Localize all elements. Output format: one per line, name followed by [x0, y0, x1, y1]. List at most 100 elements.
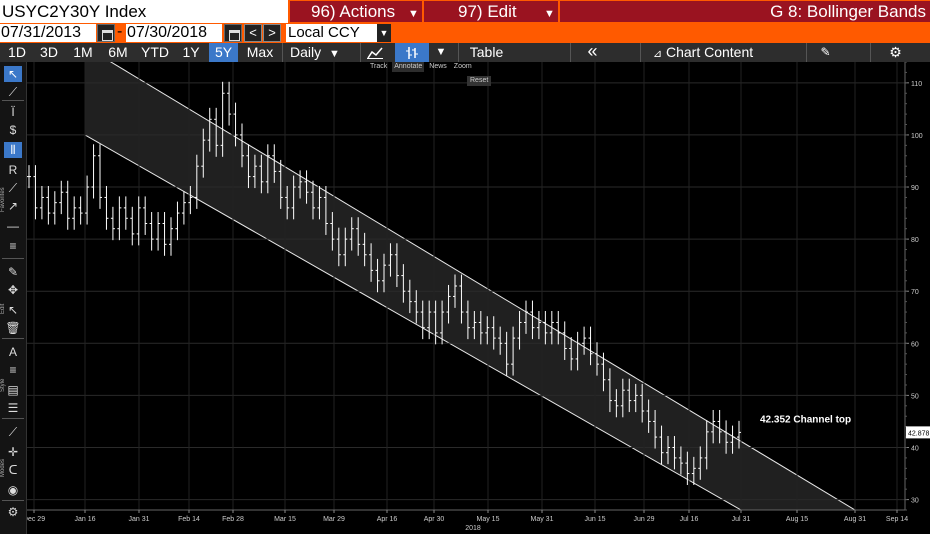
title-bar: USYC2Y30Y Index 96) Actions ▼ 97) Edit ▼…: [0, 0, 930, 23]
date-range-bar: 07/31/2013 - 07/30/2018 < > Local CCY ▼: [0, 23, 930, 43]
x-tick-label: Jul 16: [680, 516, 699, 523]
channel-bottom-line: [84, 134, 742, 511]
actions-dropdown-icon: ▼: [408, 8, 419, 20]
chart-toolbar: 1D 3D 1M 6M YTD 1Y 5Y Max Daily ▼ ▼ Tabl…: [0, 42, 930, 62]
y-tick-label: 100: [911, 133, 923, 140]
graph-title: G 8: Bollinger Bands: [560, 1, 930, 22]
ticker-field[interactable]: USYC2Y30Y Index: [0, 0, 288, 23]
news-menu-item[interactable]: News: [429, 63, 447, 70]
period-max-button[interactable]: Max: [246, 44, 274, 60]
chart-content-button[interactable]: ⊿ Chart Content: [640, 43, 765, 62]
prev-period-button[interactable]: <: [244, 24, 262, 42]
channel-top-line: [109, 62, 856, 511]
period-5y-button[interactable]: 5Y: [209, 43, 238, 62]
y-tick-label: 40: [911, 445, 919, 452]
period-3d-button[interactable]: 3D: [40, 44, 58, 60]
x-tick-label: Jan 31: [128, 516, 149, 523]
line-weight-icon[interactable]: ≡: [9, 363, 17, 377]
edit-chart-icon[interactable]: ✎: [806, 43, 844, 62]
period-1d-button[interactable]: 1D: [8, 44, 26, 60]
select-tool-icon[interactable]: ↖: [7, 303, 19, 317]
last-value-tag: [906, 426, 930, 439]
x-tick-label: May 31: [531, 516, 554, 523]
date-separator: -: [117, 23, 123, 40]
period-ytd-button[interactable]: YTD: [141, 44, 169, 60]
pointer-tool-icon[interactable]: ↖: [4, 66, 22, 82]
x-tick-label: Mar 29: [323, 516, 345, 523]
fibonacci-tool-icon[interactable]: Ϊ: [11, 105, 15, 119]
channel-tool-icon[interactable]: ⫴: [4, 142, 22, 158]
drawing-mode-icon[interactable]: ⟋: [8, 425, 18, 439]
x-tick-label: Aug 31: [844, 516, 866, 523]
line-style-icon[interactable]: ☰: [7, 401, 19, 415]
pen-tool-icon[interactable]: ✎: [7, 265, 19, 279]
frequency-label: Daily: [290, 44, 322, 60]
price-chart[interactable]: 110 100 90 80 70 60 50 40 30 42.878 Dec 29 Jan 16 Ja…: [27, 62, 930, 534]
frequency-select[interactable]: Daily ▼: [282, 43, 350, 62]
last-value-label: 42.878: [908, 430, 930, 437]
edit-menu-button[interactable]: 97) Edit ▼: [424, 1, 558, 22]
crosshair-mode-icon[interactable]: ✛: [7, 445, 19, 459]
line-tool-icon[interactable]: ⟋: [8, 85, 18, 99]
line-chart-icon[interactable]: [360, 43, 388, 62]
palette-settings-icon[interactable]: ⚙: [7, 505, 19, 519]
collapse-panel-button[interactable]: «: [570, 42, 614, 62]
x-year-label: 2018: [465, 525, 481, 532]
channel-top-annotation: 42.352 Channel top: [760, 414, 851, 425]
zoom-menu-item[interactable]: Zoom: [453, 63, 472, 70]
move-tool-icon[interactable]: ✥: [7, 283, 19, 297]
channel-band: [85, 62, 855, 510]
y-tick-label: 90: [911, 185, 919, 192]
end-date-input[interactable]: 07/30/2018: [126, 24, 222, 42]
x-tick-label: Apr 16: [377, 516, 398, 523]
text-style-icon[interactable]: A: [8, 345, 17, 359]
period-6m-button[interactable]: 6M: [108, 44, 128, 60]
actions-menu-button[interactable]: 96) Actions ▼: [290, 1, 422, 22]
settings-gear-icon[interactable]: ⚙: [870, 43, 920, 62]
bar-chart-icon[interactable]: [395, 43, 429, 62]
track-menu-item[interactable]: Track: [370, 63, 388, 70]
delete-tool-icon[interactable]: 🗑: [5, 321, 21, 335]
table-button[interactable]: Table: [458, 43, 514, 62]
chart-type-dropdown-icon[interactable]: ▼: [435, 46, 447, 58]
y-tick-label: 110: [911, 81, 922, 88]
end-calendar-icon[interactable]: [224, 24, 242, 42]
x-tick-label: Dec 29: [27, 516, 45, 523]
currency-tool-icon[interactable]: $: [9, 123, 17, 137]
x-tick-label: May 15: [477, 516, 500, 523]
x-tick-label: Jun 29: [633, 516, 654, 523]
left-tool-palette: ↖ ⟋ Ϊ $ ⫴ R ⟋ ↗ — ≡ Favorites ✎ ✥ ↖ 🗑 Ed…: [0, 62, 27, 534]
period-1y-button[interactable]: 1Y: [182, 44, 200, 60]
y-tick-label: 30: [911, 498, 919, 505]
annotate-menu-item[interactable]: Annotate: [392, 62, 425, 72]
x-tick-label: Feb 28: [222, 516, 244, 523]
parallel-lines-icon[interactable]: ≡: [9, 239, 17, 253]
x-tick-label: Mar 15: [274, 516, 296, 523]
start-calendar-icon[interactable]: [97, 24, 115, 42]
chart-canvas: 110 100 90 80 70 60 50 40 30 42.878 Dec 29 Jan 16 Ja…: [27, 62, 930, 532]
color-mode-icon[interactable]: ◉: [7, 483, 19, 497]
edit-section-label: Edit: [0, 303, 6, 314]
edit-shortcut: 97): [458, 2, 483, 21]
retracement-tool-icon[interactable]: R: [8, 163, 18, 177]
style-section-label: Style: [0, 378, 6, 392]
x-tick-label: Aug 15: [786, 516, 808, 523]
start-date-input[interactable]: 07/31/2013: [0, 24, 96, 42]
currency-select[interactable]: Local CCY: [286, 24, 377, 42]
y-tick-label: 50: [911, 393, 919, 400]
reset-button[interactable]: Reset: [467, 76, 492, 86]
ray-line-icon[interactable]: ↗: [7, 199, 19, 213]
edit-dropdown-icon: ▼: [544, 8, 555, 20]
period-1m-button[interactable]: 1M: [73, 44, 93, 60]
trend-line-icon[interactable]: ⟋: [8, 181, 18, 195]
magnet-mode-icon[interactable]: ᑕ: [8, 463, 18, 477]
favorites-section-label: Favorites: [0, 187, 6, 212]
x-tick-label: Feb 14: [178, 516, 200, 523]
x-tick-label: Jun 15: [584, 516, 605, 523]
next-period-button[interactable]: >: [263, 24, 281, 42]
horizontal-line-icon[interactable]: —: [7, 219, 19, 233]
fill-style-icon[interactable]: ▤: [7, 383, 19, 397]
actions-label: Actions: [339, 2, 396, 21]
currency-dropdown-icon[interactable]: ▼: [377, 24, 391, 42]
x-tick-label: Sep 14: [886, 516, 908, 523]
